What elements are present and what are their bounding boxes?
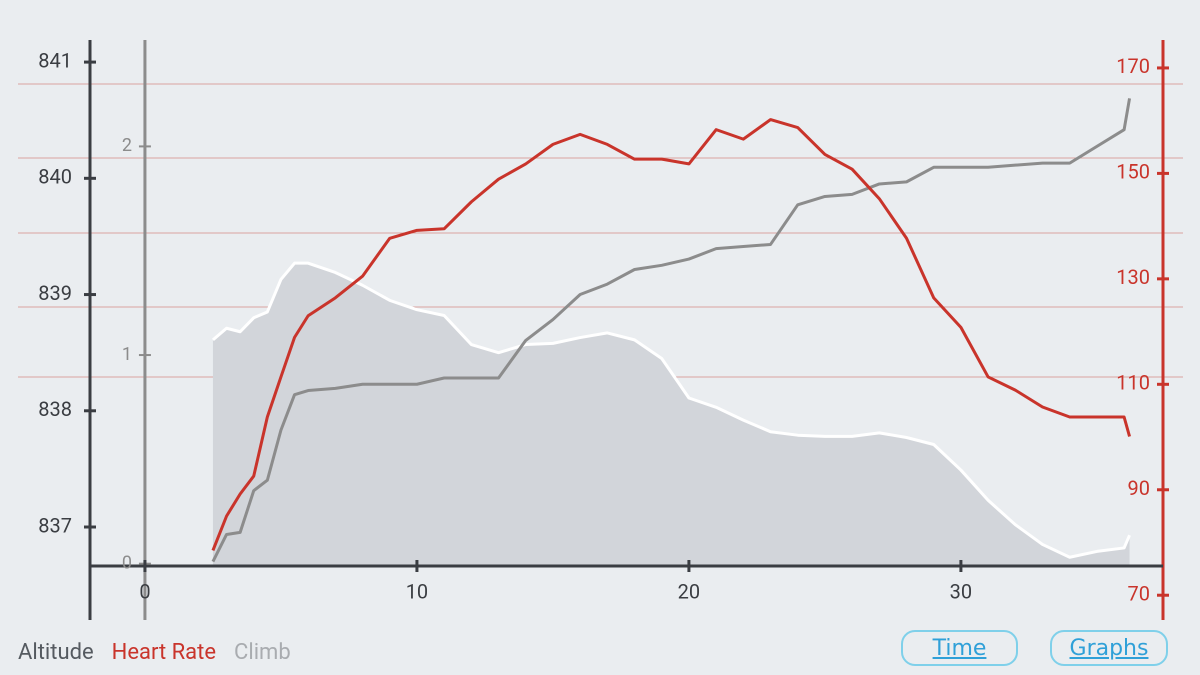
legend-entry: Climb <box>234 640 291 665</box>
y-tick-label: 837 <box>38 513 72 537</box>
x-tick-label: 10 <box>406 579 428 603</box>
series-line <box>211 98 1132 563</box>
y2-tick-label: 90 <box>1128 476 1150 500</box>
series-line <box>211 118 1131 551</box>
x-tick-label: 30 <box>950 579 972 603</box>
y2-tick-label: 130 <box>1116 265 1150 289</box>
y2-tick-label: 170 <box>1116 54 1150 78</box>
graphs-button[interactable]: Graphs <box>1050 630 1168 666</box>
y-tick-label: 838 <box>38 397 72 421</box>
legend-entry: Altitude <box>18 640 94 665</box>
y3-tick-label: 1 <box>122 344 132 365</box>
legend-entry: Heart Rate <box>112 640 216 665</box>
y2-tick-label: 70 <box>1128 581 1150 605</box>
y-tick-label: 840 <box>38 165 72 189</box>
y3-tick-label: 0 <box>122 552 132 573</box>
x-tick-label: 0 <box>139 579 150 603</box>
time-button[interactable]: Time <box>901 630 1018 666</box>
series-line <box>211 261 1131 559</box>
y-tick-label: 839 <box>38 281 72 305</box>
altitude-area <box>212 263 1130 566</box>
x-tick-label: 20 <box>678 579 700 603</box>
y-tick-label: 841 <box>38 48 72 72</box>
y3-tick-label: 2 <box>122 135 132 156</box>
y2-tick-label: 150 <box>1116 160 1150 184</box>
y2-tick-label: 110 <box>1116 371 1150 395</box>
